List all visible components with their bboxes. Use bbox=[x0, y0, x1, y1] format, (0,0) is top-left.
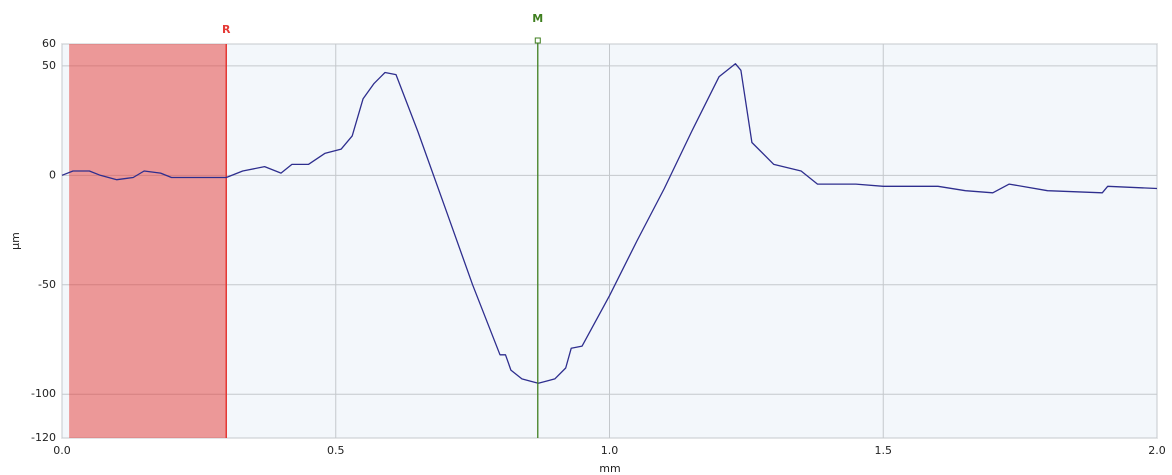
y-axis-label: µm bbox=[9, 232, 22, 250]
y-tick-label: -50 bbox=[38, 278, 56, 291]
y-tick-label: -120 bbox=[31, 431, 56, 444]
x-tick-label: 0.0 bbox=[53, 444, 71, 457]
profile-line bbox=[61, 63, 1158, 384]
x-tick-label: 1.0 bbox=[601, 444, 619, 457]
marker-handle bbox=[534, 37, 541, 44]
y-tick-label: 60 bbox=[42, 37, 56, 50]
y-tick-label: 50 bbox=[42, 59, 56, 72]
y-tick-label: -100 bbox=[31, 387, 56, 400]
x-tick-label: 1.5 bbox=[875, 444, 893, 457]
y-tick-label: 0 bbox=[49, 168, 56, 181]
reference-region bbox=[69, 44, 227, 438]
marker-label: M bbox=[532, 12, 543, 25]
x-tick-label: 0.5 bbox=[327, 444, 345, 457]
x-axis-label: mm bbox=[599, 462, 620, 475]
region-label: R bbox=[222, 23, 231, 36]
x-tick-label: 2.0 bbox=[1148, 444, 1166, 457]
